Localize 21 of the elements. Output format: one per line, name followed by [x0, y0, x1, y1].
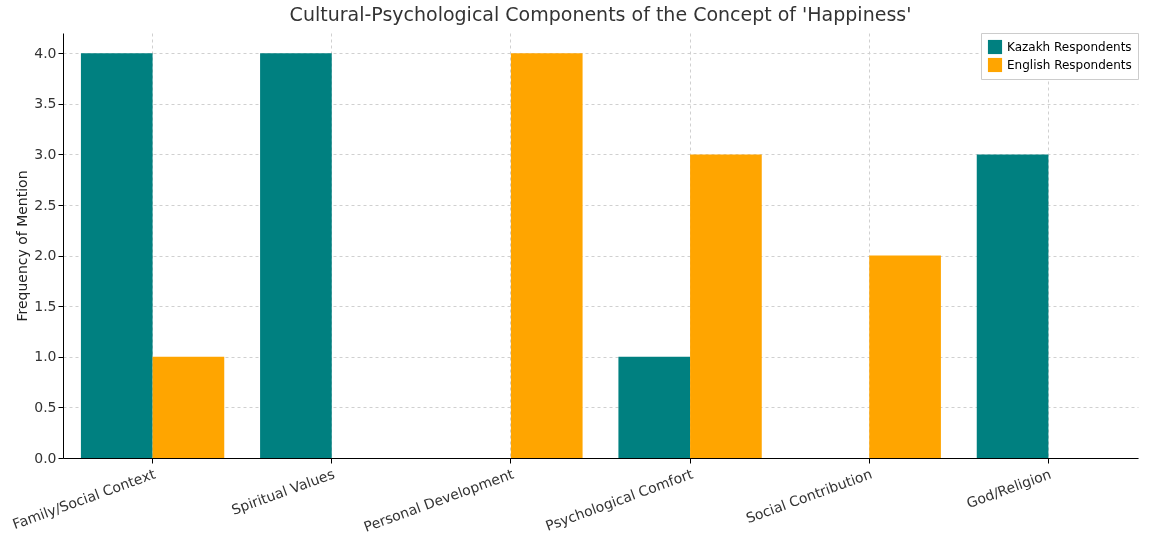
- y-axis-title: Frequency of Mention: [14, 170, 31, 322]
- y-tick-label: 0.0: [34, 449, 57, 466]
- y-tick-label: 4.0: [34, 44, 57, 61]
- bar: [80, 53, 153, 458]
- y-tick-label: 3.0: [34, 145, 57, 162]
- y-tick-label: 1.5: [34, 297, 57, 314]
- chart-title: Cultural-Psychological Components of the Concept of 'Happiness': [289, 2, 912, 25]
- bar: [690, 154, 762, 458]
- y-tick-label: 1.0: [34, 348, 57, 365]
- y-tick-label: 0.5: [34, 398, 57, 415]
- legend-label: English Respondents: [1007, 58, 1132, 72]
- y-tick-label: 2.5: [34, 196, 57, 213]
- bar: [618, 356, 691, 458]
- bar: [260, 53, 332, 458]
- y-tick-label: 3.5: [34, 95, 57, 112]
- bar: [976, 154, 1049, 458]
- bar: [869, 255, 941, 458]
- bar: [152, 356, 225, 458]
- y-tick-label: 2.0: [34, 247, 57, 264]
- legend-label: Kazakh Respondents: [1007, 40, 1132, 54]
- bar: [510, 53, 583, 458]
